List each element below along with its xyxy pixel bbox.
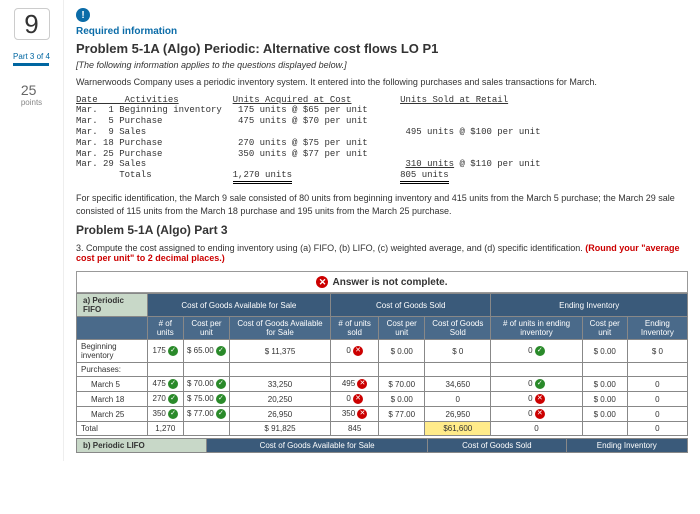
required-info-label: Required information	[76, 26, 688, 37]
part-indicator: Part 3 of 4	[13, 52, 50, 66]
row-beginning-inventory: Beginning inventory 175 ✓ $ 65.00 ✓ $ 11…	[77, 340, 688, 363]
fifo-table: a) Periodic FIFO Cost of Goods Available…	[76, 293, 688, 436]
main-content: ! Required information Problem 5-1A (Alg…	[64, 0, 700, 461]
row-march-5: March 5 475 ✓ $ 70.00 ✓ 33,250 495 ✕ $ 7…	[77, 377, 688, 392]
row-purchases-header: Purchases:	[77, 363, 688, 377]
problem-title: Problem 5-1A (Algo) Periodic: Alternativ…	[76, 41, 688, 56]
row-total: Total 1,270 $ 91,825 845 $61,600 0 0	[77, 422, 688, 436]
lifo-table-cutoff: b) Periodic LIFO Cost of Goods Available…	[76, 438, 688, 453]
applies-note: [The following information applies to th…	[76, 60, 688, 70]
answer-status-banner: ✕Answer is not complete.	[76, 271, 688, 293]
part3-instructions: 3. Compute the cost assigned to ending i…	[76, 243, 688, 263]
question-number: 9	[14, 8, 50, 40]
row-march-18: March 18 270 ✓ $ 75.00 ✓ 20,250 0 ✕ $ 0.…	[77, 392, 688, 407]
intro-text: Warnerwoods Company uses a periodic inve…	[76, 76, 688, 89]
transactions-ledger: Date Activities Units Acquired at Cost U…	[76, 95, 688, 184]
x-icon: ✕	[316, 276, 328, 288]
section-a-header: a) Periodic FIFO	[77, 294, 148, 317]
check-icon: ✓	[216, 346, 226, 356]
specific-id-note: For specific identification, the March 9…	[76, 192, 688, 217]
check-icon: ✓	[168, 346, 178, 356]
check-icon: ✓	[535, 346, 545, 356]
part3-title: Problem 5-1A (Algo) Part 3	[76, 223, 688, 237]
points-block: 25 points	[21, 78, 42, 107]
x-icon: ✕	[353, 346, 363, 356]
info-icon: !	[76, 8, 90, 22]
row-march-25: March 25 350 ✓ $ 77.00 ✓ 26,950 350 ✕ $ …	[77, 407, 688, 422]
question-sidebar: 9 Part 3 of 4 25 points	[0, 0, 64, 461]
